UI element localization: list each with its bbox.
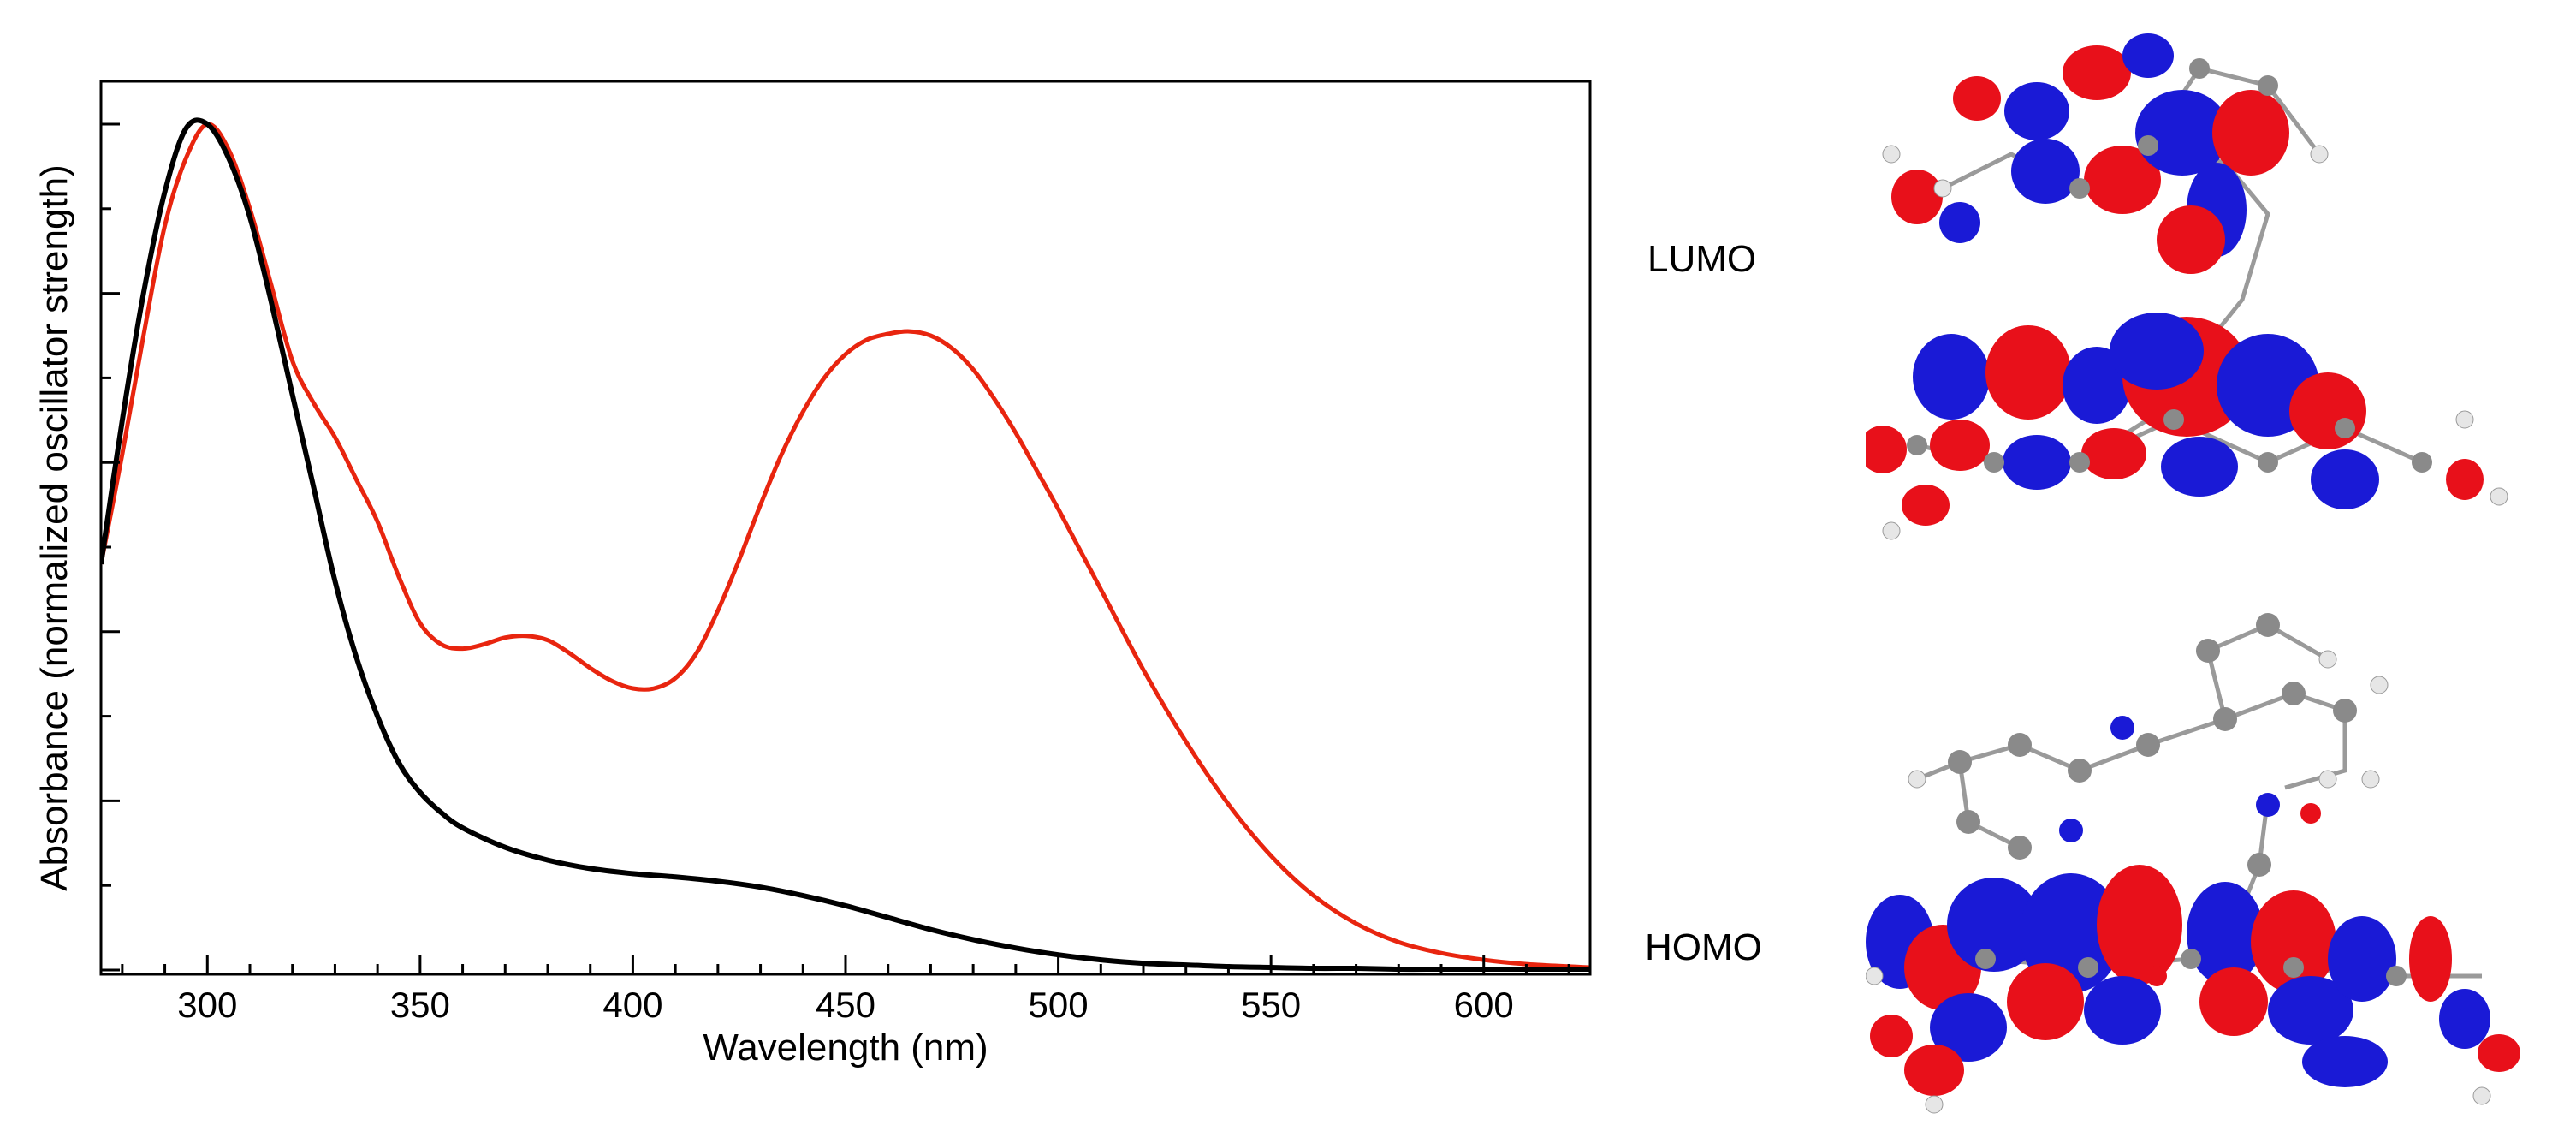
lumo-atoms: [1882, 58, 2508, 540]
ticks-layer: 300 350 400 450 500 550 600: [101, 122, 1570, 1025]
y-axis-title: Absorbance (normalized oscillator streng…: [33, 164, 75, 891]
homo-orbital-image: [1866, 613, 2520, 1114]
x-tick-label: 350: [390, 985, 450, 1025]
x-tick-label: 500: [1029, 985, 1089, 1025]
x-tick-label: 450: [816, 985, 875, 1025]
x-tick-label: 600: [1454, 985, 1514, 1025]
lumo-orbital-image: [1866, 33, 2508, 540]
series-line-1: [101, 122, 1590, 970]
x-tick-label: 400: [602, 985, 662, 1025]
homo-atoms-lower: [1866, 949, 2491, 1114]
homo-lobes: [1866, 865, 2520, 1096]
x-tick-label: 300: [177, 985, 237, 1025]
x-axis-title: Wavelength (nm): [703, 1027, 988, 1069]
lumo-lobes: [1866, 33, 2484, 526]
series-line-2: [101, 117, 1590, 973]
lumo-label: LUMO: [1647, 238, 1757, 280]
x-tick-label: 550: [1241, 985, 1301, 1025]
absorbance-chart: 300 350 400 450 500 550 600 Wavelength (nm) Ab…: [33, 80, 1592, 1069]
homo-atoms-upper: [1908, 613, 2389, 920]
series-layer: [101, 117, 1590, 973]
homo-label: HOMO: [1645, 926, 1762, 968]
